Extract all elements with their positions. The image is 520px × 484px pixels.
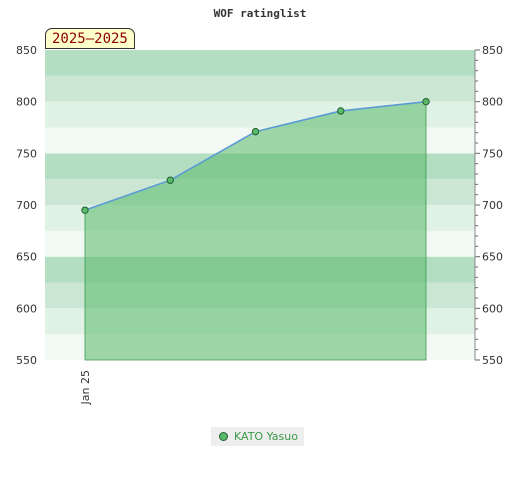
axes: 550 550 600 600 650 650 700 700 750 750 800 800 850 8… — [16, 44, 503, 405]
grid-band — [45, 75, 475, 102]
y-tick-label-left: 650 — [16, 251, 37, 264]
y-tick-label-left: 750 — [16, 147, 37, 160]
chart-title: WOF ratinglist — [214, 7, 307, 20]
y-tick-label-right: 550 — [482, 354, 503, 367]
data-points — [81, 97, 430, 214]
y-tick-label-right: 750 — [482, 147, 503, 160]
data-point — [422, 97, 430, 106]
data-point — [81, 206, 89, 214]
y-tick-label-left: 600 — [16, 302, 37, 315]
y-tick-label-left: 550 — [16, 354, 37, 367]
y-tick-label-right: 800 — [482, 96, 503, 109]
period-badge: 2025–2025 — [45, 28, 135, 49]
y-tick-label-right: 650 — [482, 251, 503, 264]
data-point — [166, 176, 174, 184]
data-point — [251, 127, 260, 136]
legend-label: KATO Yasuo — [234, 430, 298, 443]
x-tick-label: Jan 25 — [79, 370, 92, 405]
y-tick-label-left: 800 — [16, 96, 37, 109]
y-tick-label-left: 700 — [16, 199, 37, 212]
y-tick-label-right: 850 — [482, 44, 503, 57]
legend-marker-icon — [219, 432, 228, 441]
grid-band — [45, 50, 475, 76]
data-point — [337, 107, 345, 115]
legend[interactable]: KATO Yasuo — [211, 427, 304, 446]
y-tick-label-right: 700 — [482, 199, 503, 212]
y-tick-label-right: 600 — [482, 302, 503, 315]
y-tick-label-left: 850 — [16, 44, 37, 57]
